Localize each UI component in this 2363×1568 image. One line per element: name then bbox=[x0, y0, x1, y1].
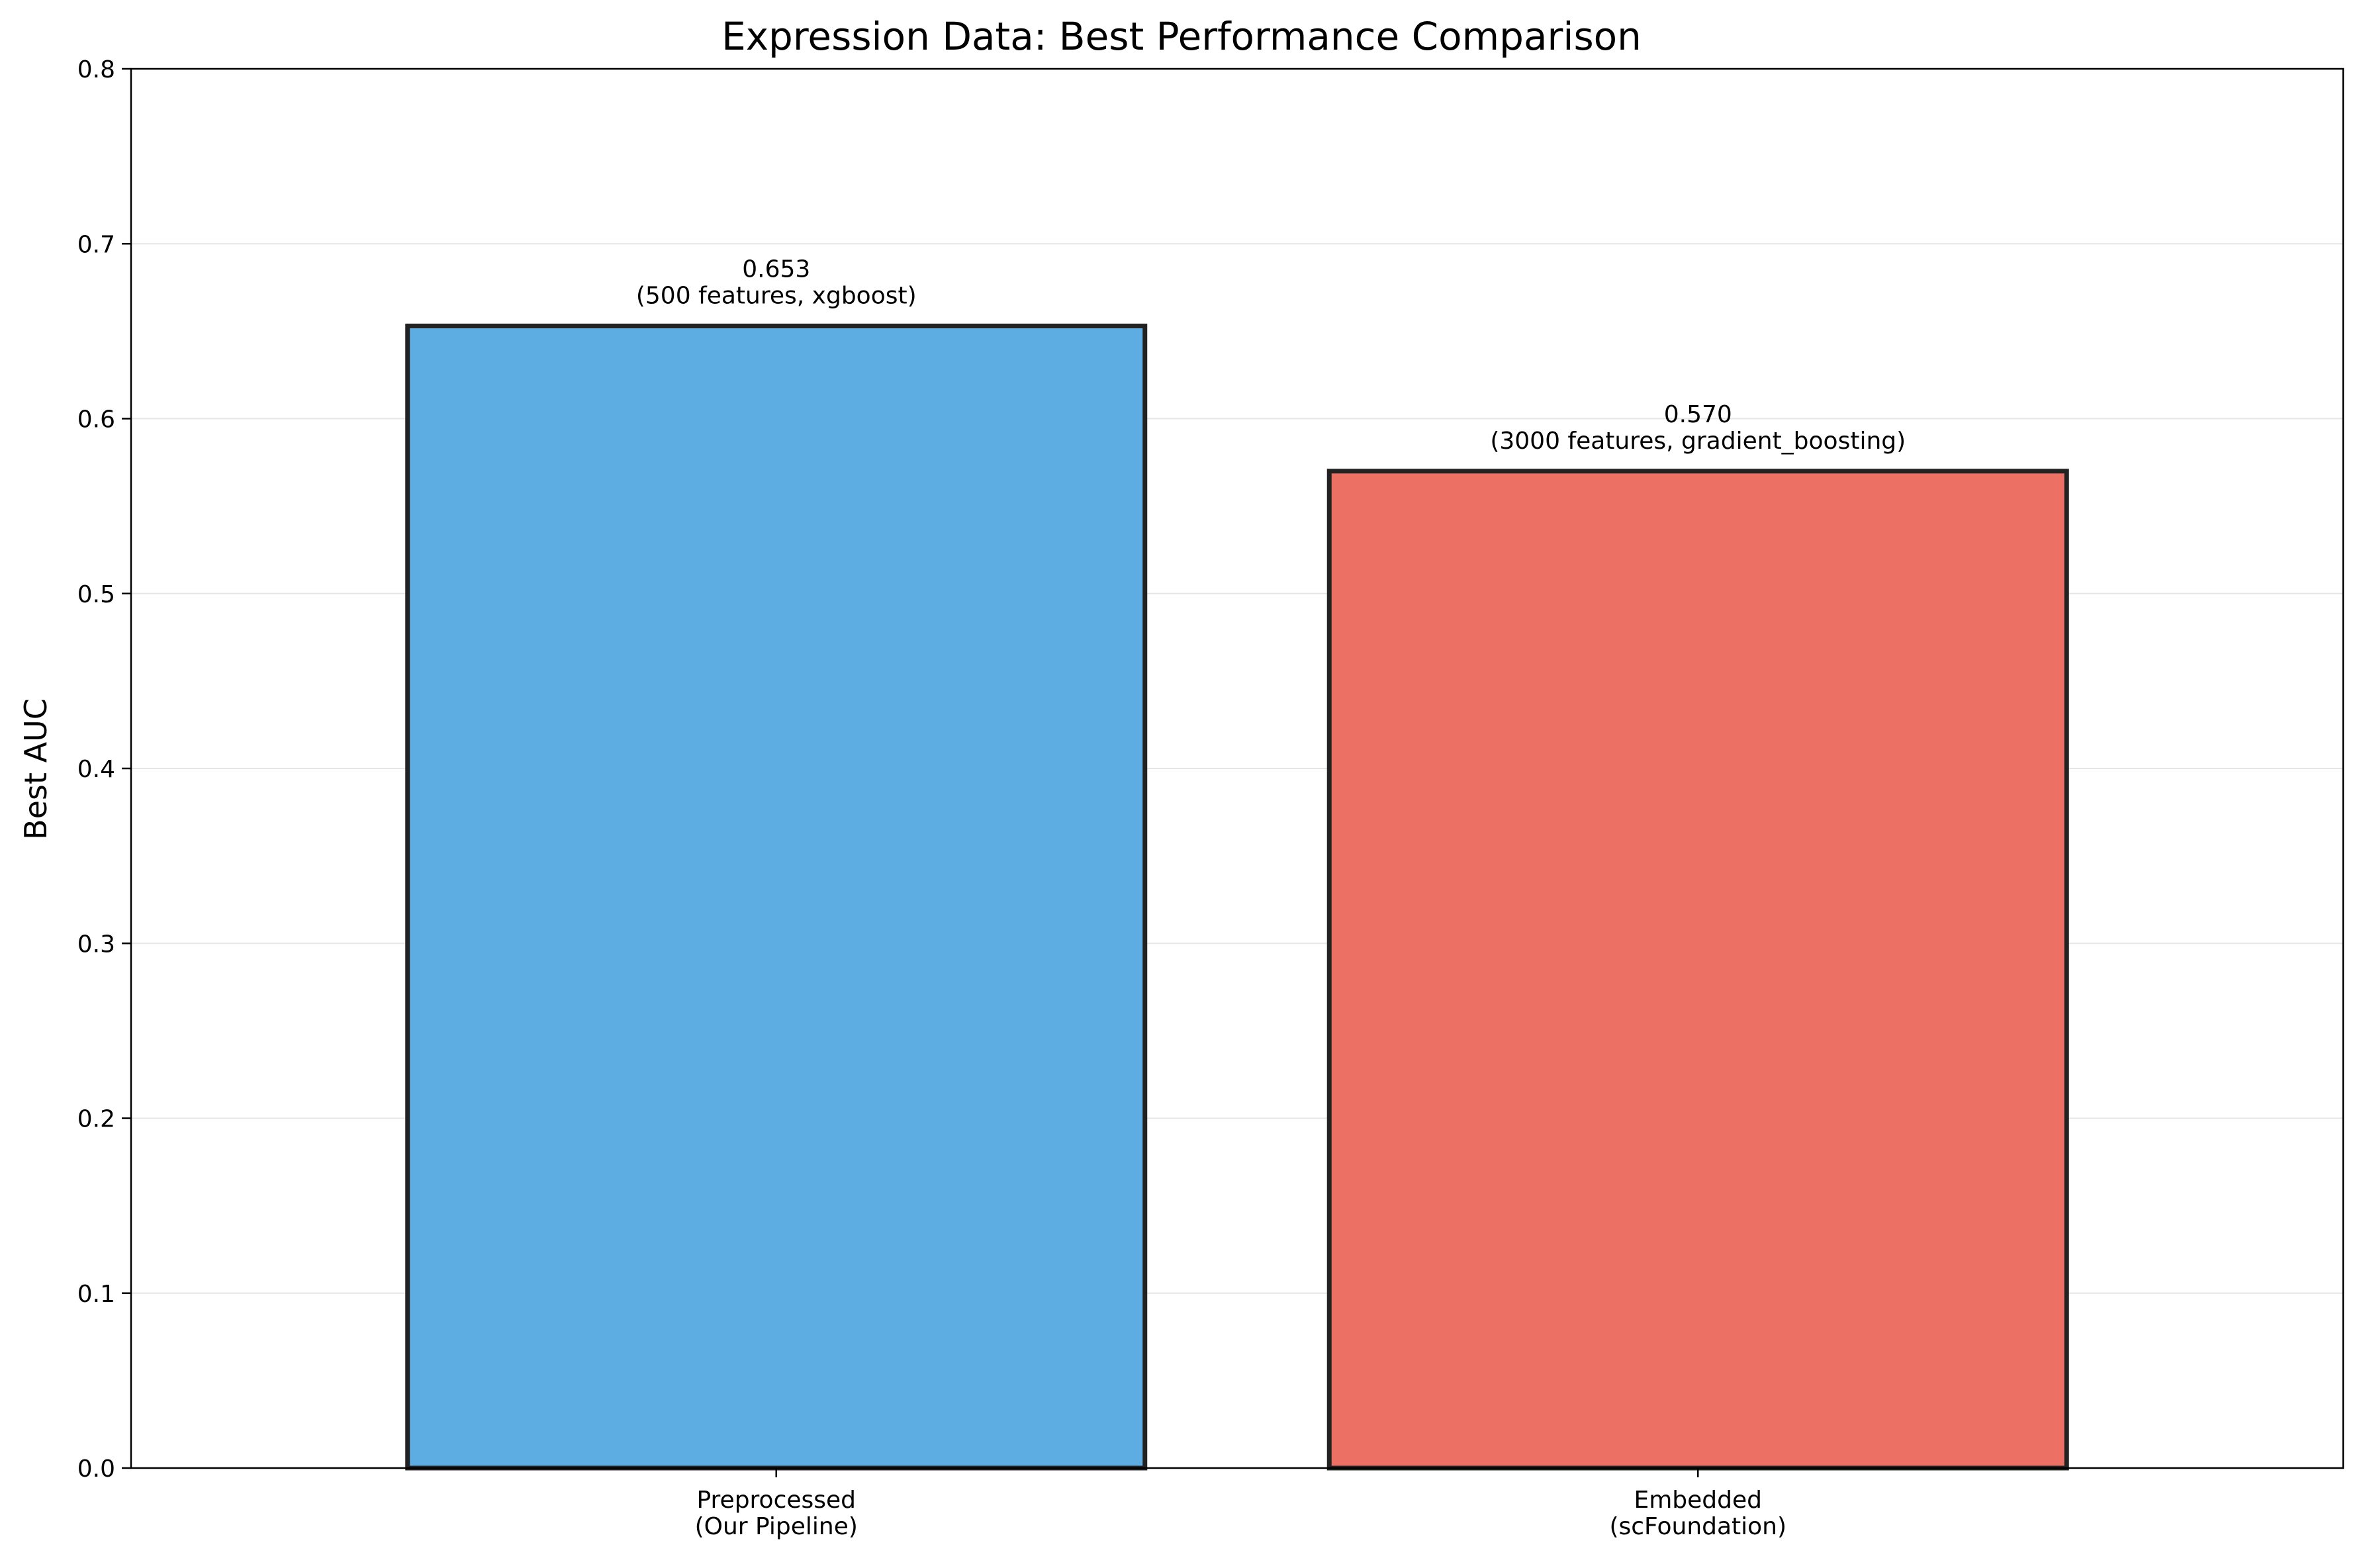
bar-2 bbox=[1326, 469, 2069, 1471]
x-tick-label: (scFoundation) bbox=[1609, 1513, 1786, 1540]
y-tick-label: 0.2 bbox=[77, 1106, 115, 1133]
y-tick-label: 0.7 bbox=[77, 231, 115, 258]
data-label-value: 0.653 bbox=[742, 255, 810, 283]
x-tick-label: Preprocessed bbox=[696, 1487, 856, 1514]
y-tick-label: 0.4 bbox=[77, 756, 115, 783]
data-label-value: 0.570 bbox=[1664, 401, 1732, 428]
plot-frame bbox=[130, 68, 2344, 1469]
data-label-annotation: (3000 features, gradient_boosting) bbox=[1490, 428, 1906, 455]
bars bbox=[405, 323, 2069, 1471]
bar-1 bbox=[405, 323, 1148, 1471]
data-label-annotation: (500 features, xgboost) bbox=[636, 282, 917, 309]
y-axis-label: Best AUC bbox=[18, 698, 54, 840]
axes bbox=[122, 68, 2344, 1477]
x-tick-label: Embedded bbox=[1634, 1487, 1762, 1514]
y-tick-label: 0.6 bbox=[77, 406, 115, 434]
x-tick-label: (Our Pipeline) bbox=[695, 1513, 858, 1540]
y-tick-label: 0.3 bbox=[77, 931, 115, 958]
y-tick-label: 0.0 bbox=[77, 1455, 115, 1483]
y-tick-label: 0.8 bbox=[77, 56, 115, 83]
y-tick-label: 0.5 bbox=[77, 581, 115, 608]
labels: 0.00.10.20.30.40.50.60.70.8Preprocessed(… bbox=[77, 56, 1906, 1540]
chart-title: Expression Data: Best Performance Compar… bbox=[721, 14, 1642, 59]
y-tick-label: 0.1 bbox=[77, 1281, 115, 1308]
